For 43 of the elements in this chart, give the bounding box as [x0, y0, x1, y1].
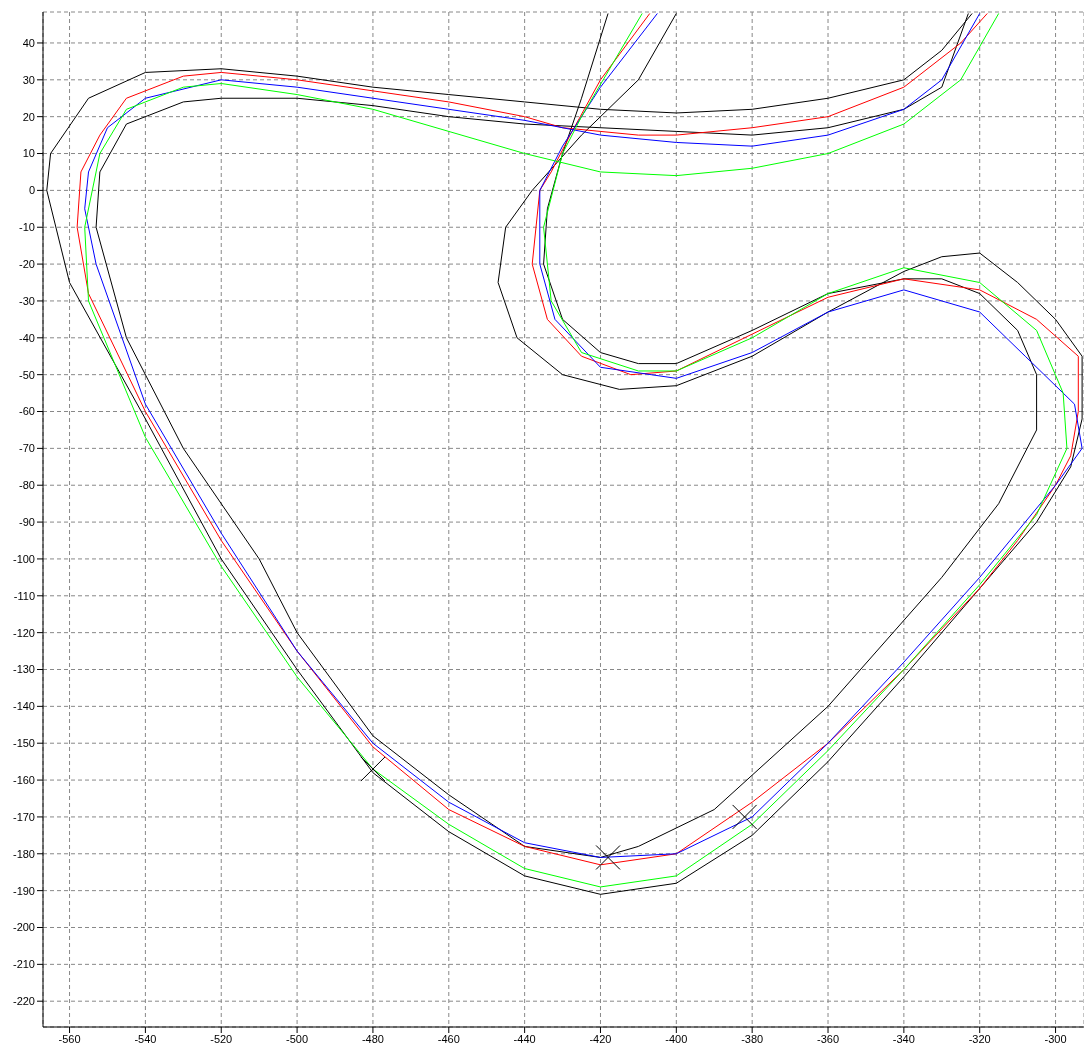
- y-tick-label: 20: [22, 110, 35, 123]
- x-tick-label: -320: [968, 1032, 991, 1045]
- x-tick-label: -340: [892, 1032, 915, 1045]
- x-tick-label: -520: [210, 1032, 233, 1045]
- x-tick-label: -380: [741, 1032, 764, 1045]
- y-tick-label: 30: [22, 73, 35, 86]
- point: [595, 844, 621, 870]
- y-tick-label: -90: [19, 515, 35, 528]
- y-tick-label: -200: [12, 921, 35, 934]
- y-tick-label: -120: [12, 626, 35, 639]
- x-tick-label: -540: [134, 1032, 157, 1045]
- y-tick-label: 0: [28, 184, 35, 197]
- y-tick-label: -160: [12, 773, 35, 786]
- y-tick-label: -40: [19, 331, 35, 344]
- point: [732, 804, 758, 830]
- y-tick-label: -80: [19, 479, 35, 492]
- y-tick-label: -50: [19, 368, 35, 381]
- x-tick-label: -300: [1044, 1032, 1067, 1045]
- y-tick-label: -180: [12, 847, 35, 860]
- x-tick-label: -480: [361, 1032, 384, 1045]
- y-tick-label: -210: [12, 958, 35, 971]
- y-tick-label: -30: [19, 294, 35, 307]
- x-tick-label: -400: [665, 1032, 688, 1045]
- y-tick-label: -190: [12, 884, 35, 897]
- y-tick-label: -10: [19, 221, 35, 234]
- x-tick-label: -360: [817, 1032, 840, 1045]
- y-tick-label: -110: [13, 589, 35, 602]
- x-tick-label: -440: [513, 1032, 536, 1045]
- x-tick-label: -460: [437, 1032, 460, 1045]
- y-tick-label: -100: [12, 552, 35, 565]
- x-tick-label: -560: [58, 1032, 81, 1045]
- y-tick-label: -60: [19, 405, 35, 418]
- x-tick-label: -500: [286, 1032, 309, 1045]
- y-tick-label: -130: [12, 663, 35, 676]
- y-tick-label: -220: [12, 995, 35, 1008]
- y-tick-label: -140: [12, 700, 35, 713]
- y-tick-label: 40: [22, 36, 35, 49]
- y-tick-label: -70: [19, 442, 35, 455]
- y-tick-label: -170: [12, 810, 35, 823]
- y-tick-label: -20: [19, 258, 35, 270]
- x-tick-label: -420: [589, 1032, 612, 1045]
- y-tick-label: -150: [12, 737, 35, 750]
- y-tick-label: 10: [22, 147, 35, 160]
